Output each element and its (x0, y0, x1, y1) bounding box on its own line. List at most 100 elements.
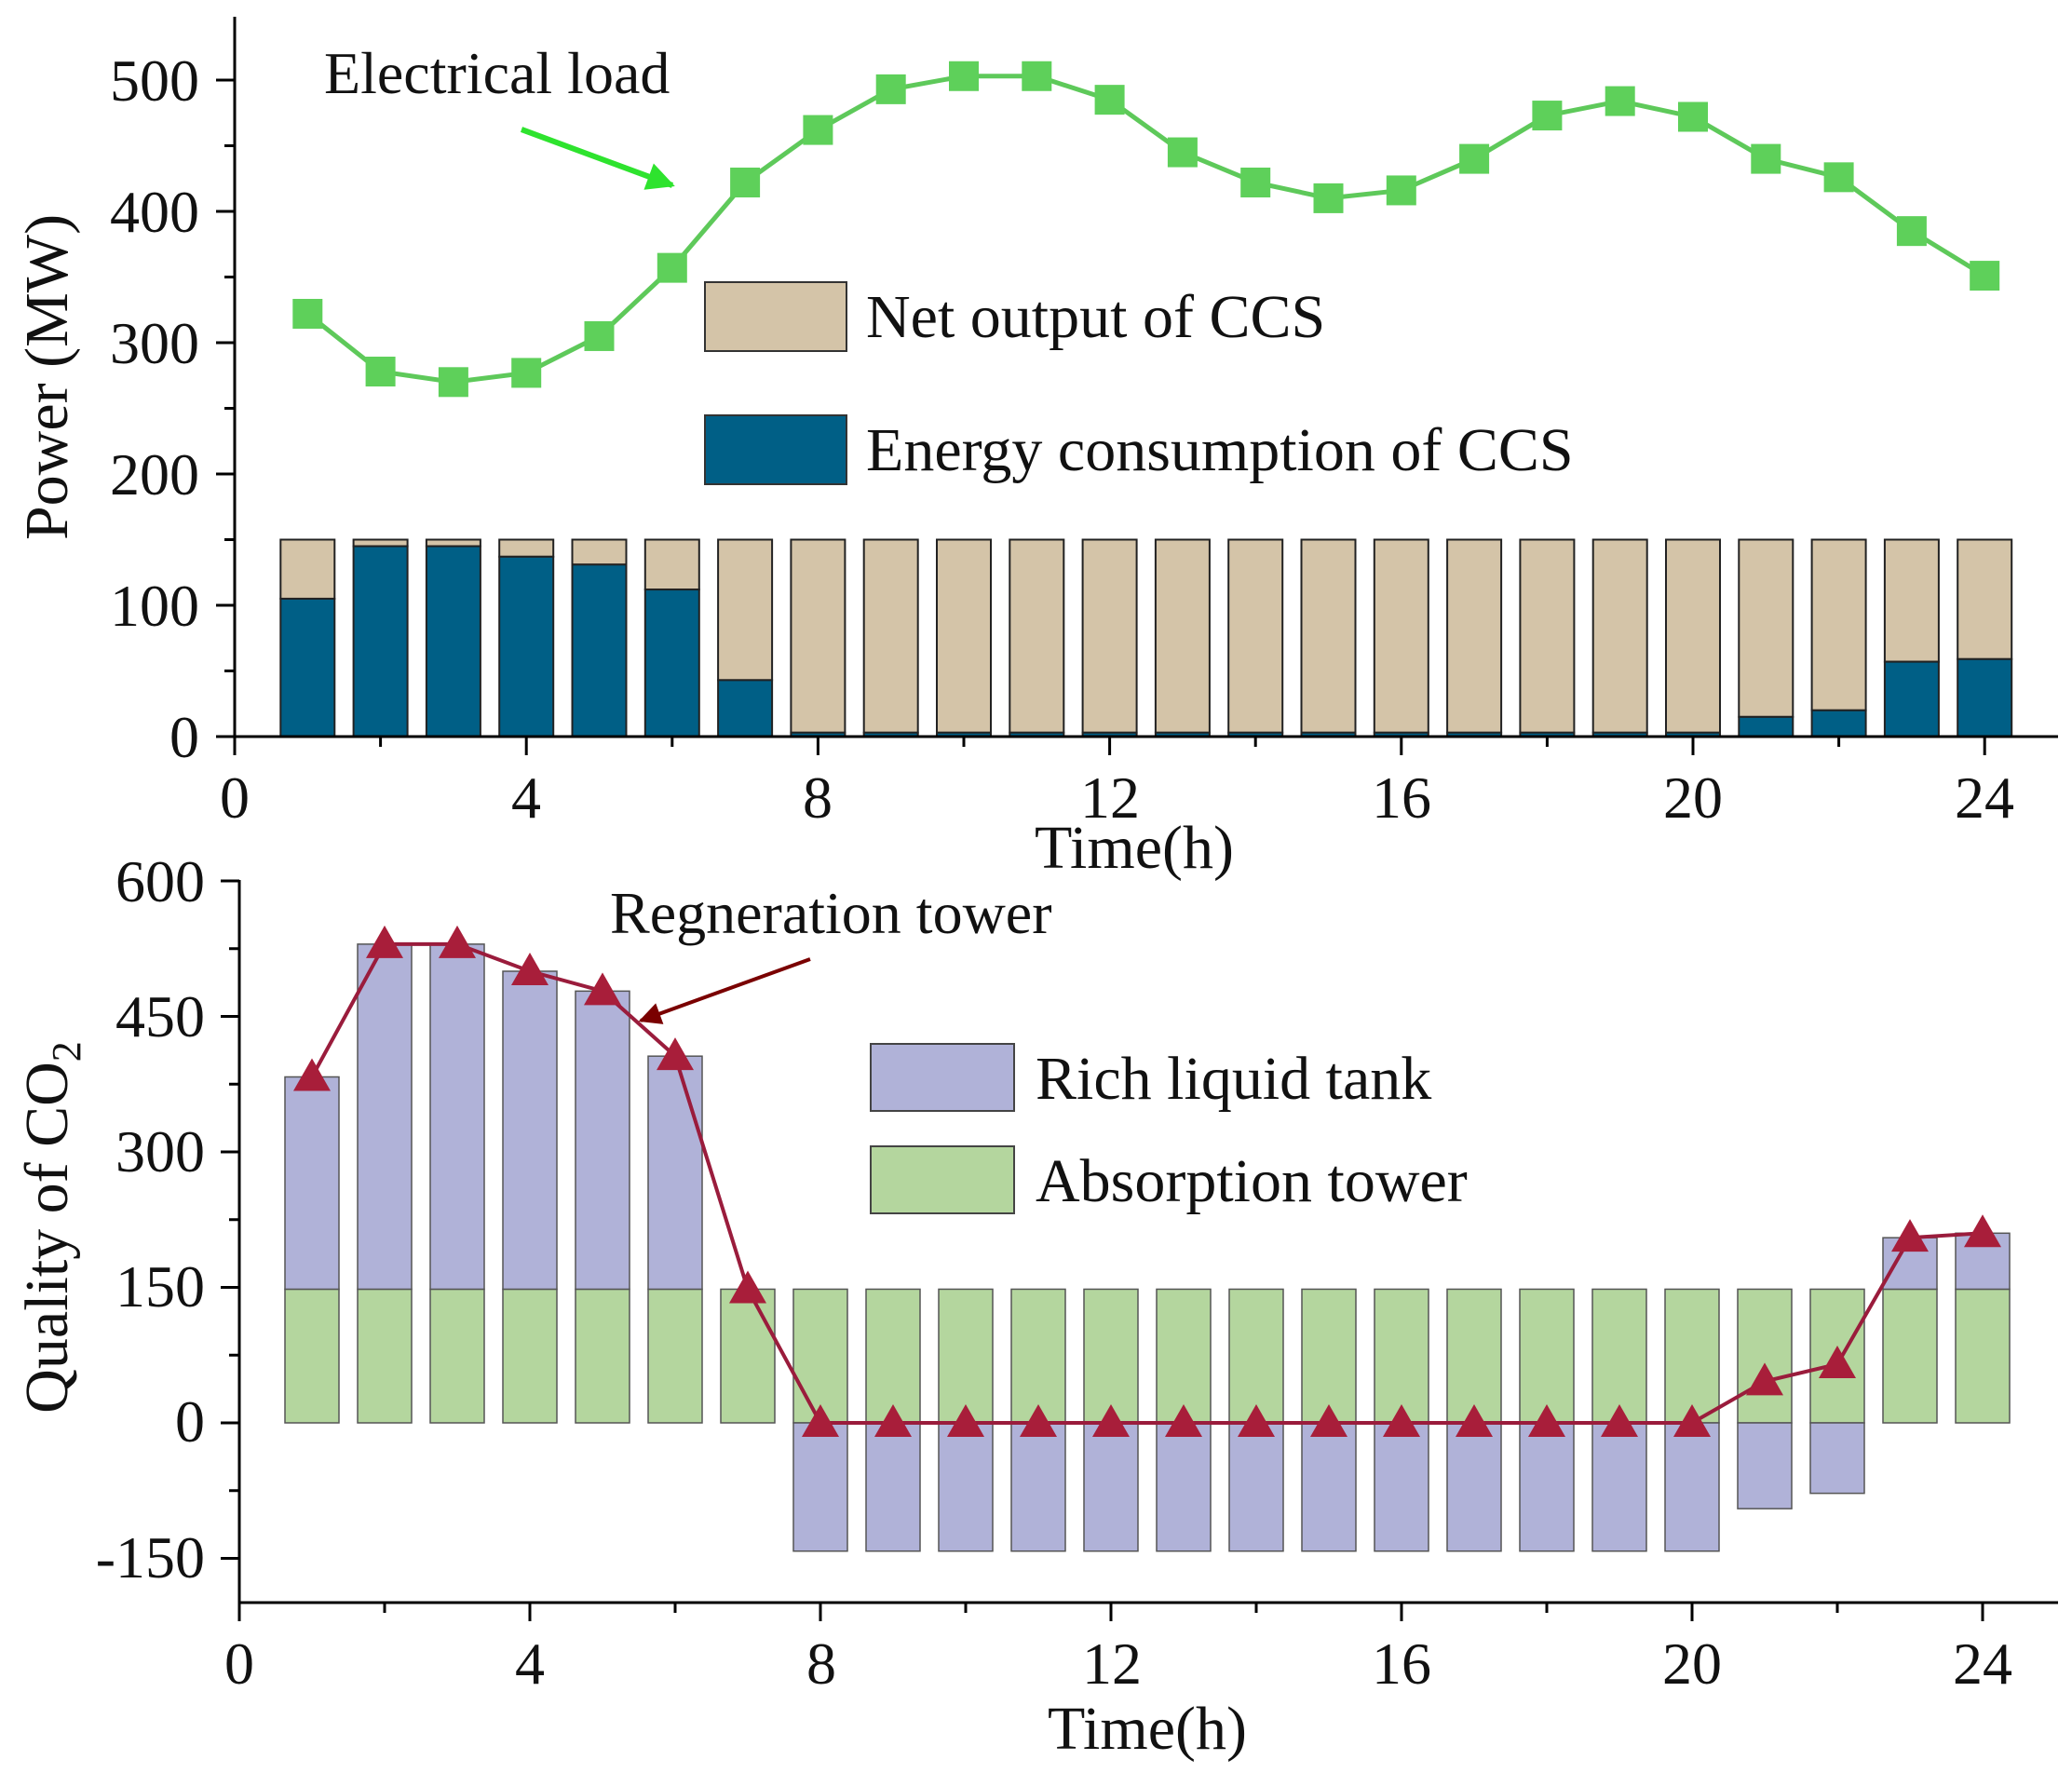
top-y-tick-label: 100 (110, 573, 199, 639)
regeneration-tower-point (511, 953, 548, 985)
absorption-tower-bar (284, 1288, 340, 1424)
bottom-legend: Rich liquid tank Absorption tower (870, 1043, 1468, 1215)
energy-consumption-bar (279, 597, 336, 738)
rich-liquid-tank-bar (1664, 1422, 1720, 1552)
electrical-load-point (1459, 143, 1490, 174)
rich-liquid-tank-bar (1737, 1422, 1793, 1509)
top-x-tick-label: 16 (1372, 765, 1431, 831)
net-output-bar (1373, 538, 1429, 734)
rich-liquid-tank-bar (1156, 1422, 1212, 1552)
rich-liquid-tank-bar (1374, 1422, 1429, 1552)
rich-liquid-tank-bar (502, 970, 558, 1291)
absorption-tower-bar (1882, 1288, 1938, 1424)
absorption-tower-bar (792, 1288, 848, 1424)
absorption-tower-bar (502, 1288, 558, 1424)
energy-consumption-bar (717, 679, 774, 738)
net-output-bar (1810, 538, 1867, 711)
top-bars (279, 538, 2013, 738)
electrical-load-point (1823, 162, 1854, 193)
net-output-bar (352, 538, 409, 548)
bottom-x-tick-label: 8 (806, 1631, 836, 1697)
net-output-bar (862, 538, 919, 734)
net-output-bar (643, 538, 700, 591)
regeneration-tower-point (802, 1404, 839, 1437)
bottom-y-tick-label: 0 (175, 1388, 205, 1455)
top-x-tick-label: 0 (220, 765, 250, 831)
regeneration-tower-point (1238, 1404, 1275, 1437)
bottom-co2-chart: 0 4 8 12 16 20 24 -150 0 150 300 450 600… (13, 848, 2058, 1763)
rich-liquid-tank-bar (1591, 1422, 1647, 1552)
net-output-bar (1446, 538, 1503, 734)
electrical-load-point (1094, 85, 1125, 115)
rich-liquid-tank-bar (792, 1422, 848, 1552)
energy-consumption-bar (352, 545, 409, 738)
rich-liquid-tank-bar (357, 943, 413, 1291)
regeneration-label: Regneration tower (610, 880, 1052, 946)
electrical-load-point (511, 358, 542, 388)
absorption-tower-bar (1374, 1288, 1429, 1424)
electrical-load-point (365, 357, 396, 387)
legend-label-rich-liquid: Rich liquid tank (1036, 1045, 1431, 1113)
absorption-tower-bar (1446, 1288, 1502, 1424)
electrical-load-annotation: Electrical load (324, 40, 675, 190)
net-output-bar (571, 538, 628, 566)
top-ticks (216, 78, 1986, 755)
electrical-load-point (803, 115, 833, 145)
top-power-chart: 0 4 8 12 16 20 24 0 100 200 300 400 500 … (13, 17, 2058, 882)
net-output-bar (1957, 538, 2013, 660)
top-y-tick-label: 300 (110, 310, 199, 376)
top-y-tick-label: 400 (110, 179, 199, 245)
energy-consumption-bar (425, 545, 481, 738)
net-output-bar (1519, 538, 1576, 734)
net-output-bar (1665, 538, 1721, 734)
electrical-load-point (1313, 183, 1344, 213)
bottom-x-axis-title: Time(h) (1048, 1695, 1247, 1763)
legend-label-absorption: Absorption tower (1036, 1147, 1468, 1215)
regeneration-tower-point (293, 1058, 331, 1091)
legend-swatch-rich-liquid (870, 1043, 1015, 1112)
top-electrical-load-line (292, 61, 2000, 398)
regeneration-tower-point (657, 1037, 694, 1071)
net-output-bar (1081, 538, 1138, 734)
energy-consumption-bar (1883, 660, 1940, 738)
bottom-y-tick-label: 450 (115, 983, 205, 1049)
electrical-load-point (1605, 86, 1635, 116)
top-x-tick-label: 24 (1955, 765, 2014, 831)
energy-consumption-bar (498, 555, 555, 738)
top-y-tick-label: 200 (110, 441, 199, 508)
bottom-y-axis-title-main: Quality of CO (13, 1062, 81, 1414)
bottom-y-tick-label: 150 (115, 1253, 205, 1320)
regeneration-tower-point (1673, 1404, 1711, 1437)
electrical-load-point (1022, 61, 1052, 91)
regeneration-tower-point (366, 925, 403, 958)
bottom-x-tick-label: 20 (1662, 1631, 1722, 1697)
rich-liquid-tank-bar (1010, 1422, 1066, 1552)
bottom-y-tick-label: 600 (115, 848, 205, 914)
absorption-tower-bar (1955, 1288, 2011, 1424)
electrical-load-point (875, 74, 906, 104)
net-output-bar (1009, 538, 1065, 734)
net-output-bar (1738, 538, 1794, 718)
top-x-tick-label: 4 (511, 765, 541, 831)
absorption-tower-bar (575, 1288, 630, 1424)
regeneration-tower-point (1746, 1362, 1783, 1396)
net-output-bar (279, 538, 336, 600)
regeneration-tower-point (874, 1404, 912, 1437)
rich-liquid-tank-bar (429, 943, 485, 1291)
absorption-tower-bar (1591, 1288, 1647, 1424)
bottom-x-tick-label: 12 (1082, 1631, 1142, 1697)
energy-consumption-bar (643, 589, 700, 738)
regeneration-tower-polyline (310, 941, 1984, 1425)
regeneration-tower-point (1601, 1404, 1638, 1437)
rich-liquid-tank-bar (865, 1422, 921, 1552)
regeneration-tower-point (1456, 1404, 1493, 1437)
legend-swatch-energy-consumption (704, 414, 847, 485)
electrical-load-point (292, 298, 323, 329)
top-x-tick-label: 20 (1663, 765, 1723, 831)
net-output-bar (936, 538, 992, 734)
net-output-bar (1154, 538, 1211, 734)
energy-consumption-bar (1810, 709, 1867, 738)
electrical-load-point (1896, 216, 1927, 247)
net-output-bar (790, 538, 846, 734)
rich-liquid-tank-bar (1301, 1422, 1357, 1552)
